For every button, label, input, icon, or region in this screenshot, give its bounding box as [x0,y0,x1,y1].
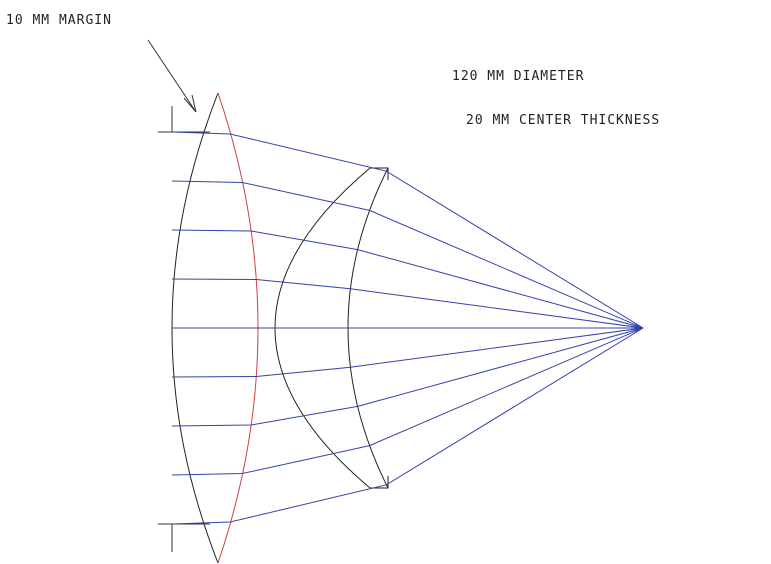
ray [171,327,644,525]
thickness-label: 20 MM CENTER THICKNESS [466,113,660,128]
margin-mark-top [158,106,210,133]
ray [171,229,644,329]
ray [171,131,644,329]
margin-arrow [147,39,197,113]
ray [171,327,644,378]
drawing [147,39,644,564]
margin-label: 10 MM MARGIN [6,13,112,28]
ray [171,180,644,329]
diameter-label: 120 MM DIAMETER [452,69,584,84]
rays [171,131,644,525]
ray [171,327,644,427]
margin-mark-bottom [158,523,210,552]
ray [171,278,644,329]
ray [171,327,644,476]
lens2-edge [370,167,389,489]
